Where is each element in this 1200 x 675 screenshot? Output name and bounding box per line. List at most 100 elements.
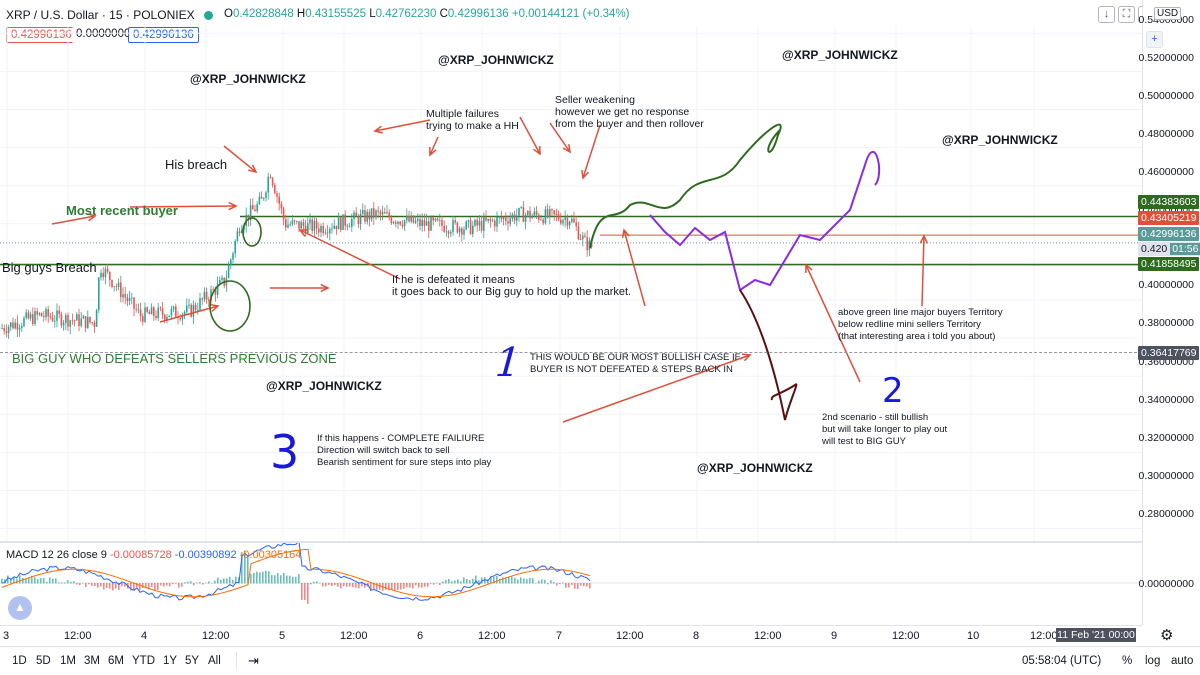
scenario-2-note: 2nd scenario - still bullish but will ta… xyxy=(822,412,948,447)
range-5d-button[interactable]: 5D xyxy=(36,655,51,667)
candle-body xyxy=(203,291,206,300)
crosshair-icon[interactable]: + xyxy=(1146,31,1163,48)
macd-histogram-bar xyxy=(73,581,75,584)
candle-body xyxy=(498,216,500,218)
sell-button[interactable]: 0.42996136 xyxy=(6,27,77,43)
candle-body xyxy=(419,218,421,227)
time-tick: 12:00 xyxy=(1030,630,1058,642)
percent-toggle[interactable]: % xyxy=(1122,655,1133,667)
download-icon[interactable]: ↓ xyxy=(1098,6,1115,23)
candle-body xyxy=(14,322,16,329)
range-3m-button[interactable]: 3M xyxy=(84,655,100,667)
candle-body xyxy=(230,259,232,266)
price-tick: 0.48000000 xyxy=(1138,128,1194,140)
candle-body xyxy=(496,217,498,227)
candle-body xyxy=(406,215,408,221)
range-ytd-button[interactable]: YTD xyxy=(132,655,155,667)
macd-histogram-bar xyxy=(289,575,291,584)
candle-body xyxy=(54,320,56,322)
territory-note: above green line major buyers Territory … xyxy=(838,307,1003,342)
macd-histogram-bar xyxy=(118,583,120,591)
macd-histogram-bar xyxy=(376,583,378,590)
candle-body xyxy=(577,226,580,240)
range-5y-button[interactable]: 5Y xyxy=(185,655,200,667)
macd-histogram-bar xyxy=(10,578,12,584)
candle-body xyxy=(65,315,67,323)
candle-body xyxy=(302,222,305,226)
price-axis[interactable]: 0.54000000 0.52000000 0.50000000 0.48000… xyxy=(1138,0,1200,625)
range-1m-button[interactable]: 1M xyxy=(60,655,76,667)
range-all-button[interactable]: All xyxy=(208,655,221,667)
macd-histogram-bar xyxy=(64,582,66,584)
candle-body xyxy=(38,313,41,315)
utc-clock[interactable]: 05:58:04 (UTC) xyxy=(1022,655,1102,667)
fullscreen-icon[interactable]: ⛶ xyxy=(1118,6,1135,23)
macd-histogram-bar xyxy=(538,580,540,584)
candle-body xyxy=(445,231,448,233)
candle-body xyxy=(474,219,476,226)
time-tick: 12:00 xyxy=(478,630,506,642)
time-axis[interactable]: 3 12:00 4 12:00 5 12:00 6 12:00 7 12:00 … xyxy=(0,625,1142,645)
macd-params: 12 26 close 9 xyxy=(41,549,107,561)
auto-toggle[interactable]: auto xyxy=(1171,655,1194,667)
candle-body xyxy=(157,307,159,319)
candle-body xyxy=(458,228,461,233)
interval-label: 15 xyxy=(109,8,123,22)
candle-body xyxy=(212,289,214,291)
range-6m-button[interactable]: 6M xyxy=(108,655,124,667)
candle-body xyxy=(381,212,384,215)
candle-body xyxy=(463,229,465,235)
symbol-title[interactable]: XRP / U.S. Dollar · 15 · POLONIEX xyxy=(6,8,195,22)
candle-body xyxy=(331,228,333,230)
symbol-name: XRP / U.S. Dollar xyxy=(6,8,99,22)
macd-pane[interactable] xyxy=(0,543,1142,625)
red-line-price-tag: 0.43405219 xyxy=(1138,211,1200,225)
main-chart[interactable] xyxy=(0,26,1142,541)
change-value: +0.00144121 (+0.34%) xyxy=(511,8,630,20)
pane-divider[interactable] xyxy=(0,541,1200,543)
macd-legend[interactable]: MACD 12 26 close 9 -0.00085728 -0.003908… xyxy=(6,549,301,561)
annotation-arrow xyxy=(429,136,439,156)
candle-body xyxy=(399,221,401,225)
candle-body xyxy=(43,316,45,318)
macd-histogram-bar xyxy=(493,576,495,584)
macd-histogram-bar xyxy=(292,576,294,584)
time-tick: 9 xyxy=(831,630,838,642)
macd-histogram-bar xyxy=(223,578,225,584)
candle-body xyxy=(73,320,76,322)
annotation-arrowhead xyxy=(919,234,928,244)
macd-histogram-bar xyxy=(454,580,456,584)
candle-body xyxy=(93,322,96,327)
candle-body xyxy=(465,221,467,230)
range-1d-button[interactable]: 1D xyxy=(12,655,27,667)
macd-histogram-bar xyxy=(388,583,390,591)
candle-body xyxy=(344,214,346,226)
candle-body xyxy=(300,222,302,229)
candle-body xyxy=(84,316,87,328)
candle-body xyxy=(91,322,93,324)
macd-histogram-bar xyxy=(46,581,48,584)
candle-body xyxy=(40,313,43,317)
log-toggle[interactable]: log xyxy=(1145,655,1161,667)
range-1y-button[interactable]: 1Y xyxy=(163,655,178,667)
macd-histogram-bar xyxy=(397,583,399,590)
macd-histogram-bar xyxy=(286,575,288,584)
tradingview-logo-icon[interactable]: ▲ xyxy=(8,596,32,620)
annotation-arrow xyxy=(519,116,541,155)
candle-body xyxy=(401,224,404,227)
currency-badge[interactable]: USD xyxy=(1154,7,1182,20)
calendar-range-icon[interactable]: ⇥ xyxy=(248,653,259,668)
candle-body xyxy=(395,222,397,224)
annotation-arrowhead xyxy=(741,353,752,362)
annotation-arrowhead xyxy=(320,283,330,293)
time-tick: 3 xyxy=(3,630,10,642)
candle-body xyxy=(527,210,529,216)
candle-body xyxy=(560,219,562,224)
macd-histogram-bar xyxy=(424,583,426,587)
gear-icon[interactable]: ⚙ xyxy=(1160,627,1174,644)
annotation-arrow xyxy=(549,122,571,153)
crosshair-date-tag: 11 Feb '21 00:00 xyxy=(1056,628,1136,642)
buy-button[interactable]: 0.42996136 xyxy=(128,27,199,43)
macd-histogram-bar xyxy=(583,583,585,587)
candle-body xyxy=(263,197,265,199)
